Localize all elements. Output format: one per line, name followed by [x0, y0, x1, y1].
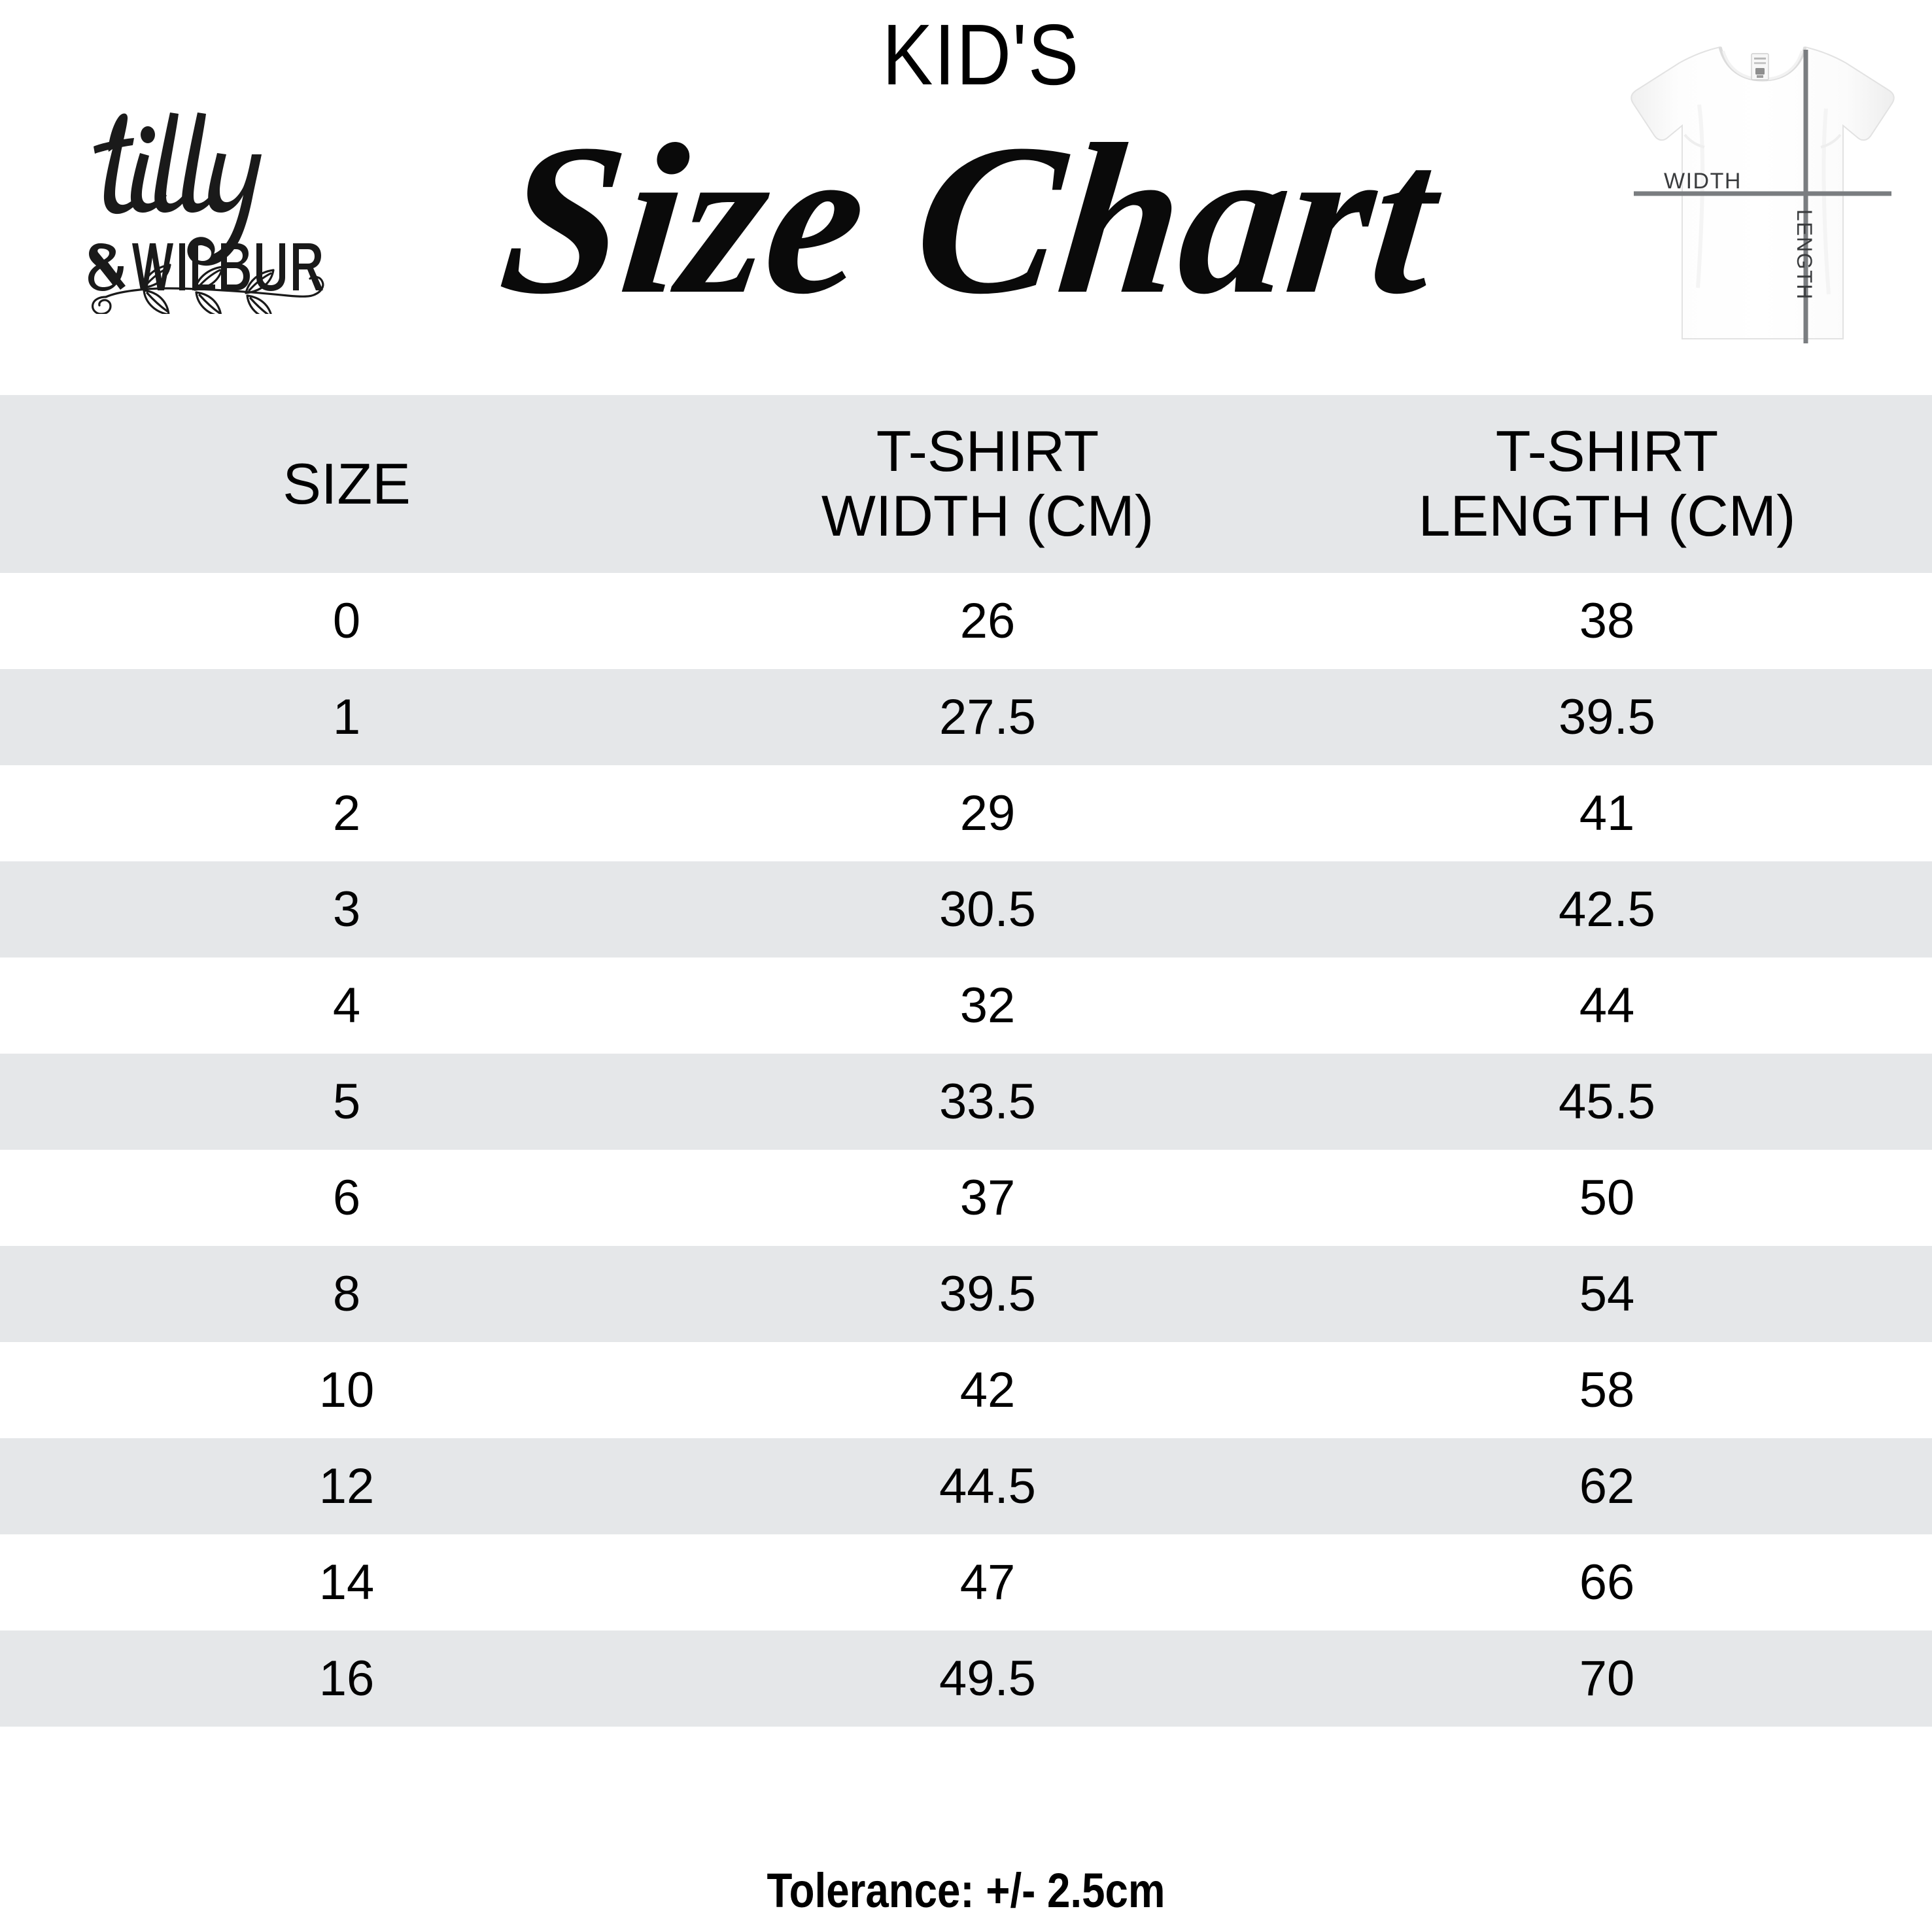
title-block: KID'S Size Chart	[392, 0, 1570, 366]
cell-size: 16	[319, 1650, 375, 1706]
table-row: 16 49.5 70	[0, 1630, 1932, 1727]
cell-width: 30.5	[939, 881, 1036, 937]
column-header-length: T-SHIRT LENGTH (CM)	[1418, 419, 1796, 548]
tshirt-diagram: WIDTH LENGTH	[1622, 13, 1903, 347]
cell-size: 10	[319, 1362, 375, 1418]
size-chart-table: SIZE T-SHIRT WIDTH (CM) T-SHIRT LENGTH (…	[0, 395, 1932, 1727]
table-row: 8 39.5 54	[0, 1246, 1932, 1342]
page-title-text: Size Chart	[491, 102, 1453, 339]
neck-label-icon	[1751, 53, 1769, 80]
cell-length: 44	[1579, 977, 1635, 1033]
table-row: 10 42 58	[0, 1342, 1932, 1438]
page-eyebrow: KID'S	[882, 7, 1080, 103]
cell-length: 39.5	[1559, 689, 1655, 745]
table-header: SIZE T-SHIRT WIDTH (CM) T-SHIRT LENGTH (…	[0, 395, 1932, 573]
cell-width: 33.5	[939, 1073, 1036, 1130]
cell-size: 12	[319, 1458, 375, 1514]
measurement-lines	[1634, 50, 1891, 343]
cell-width: 39.5	[939, 1266, 1036, 1322]
cell-size: 4	[332, 977, 361, 1033]
leaf-branch-ornament	[92, 264, 324, 314]
cell-length: 41	[1579, 785, 1635, 841]
cell-width: 42	[959, 1362, 1016, 1418]
cell-width: 37	[959, 1169, 1016, 1226]
table-row: 3 30.5 42.5	[0, 861, 1932, 957]
cell-length: 38	[1579, 593, 1635, 649]
cell-width: 47	[959, 1554, 1016, 1610]
cell-size: 8	[332, 1266, 361, 1322]
cell-size: 3	[332, 881, 361, 937]
table-row: 4 32 44	[0, 957, 1932, 1054]
chart-header: KID'S Size Chart	[0, 0, 1932, 392]
cell-length: 70	[1579, 1650, 1635, 1706]
cell-width: 32	[959, 977, 1016, 1033]
cell-width: 44.5	[939, 1458, 1036, 1514]
table-header-row: SIZE T-SHIRT WIDTH (CM) T-SHIRT LENGTH (…	[0, 395, 1932, 573]
cell-size: 2	[332, 785, 361, 841]
cell-width: 27.5	[939, 689, 1036, 745]
cell-size: 5	[332, 1073, 361, 1130]
cell-size: 14	[319, 1554, 375, 1610]
table-row: 5 33.5 45.5	[0, 1054, 1932, 1150]
cell-length: 42.5	[1559, 881, 1655, 937]
cell-size: 0	[332, 593, 361, 649]
column-header-width: T-SHIRT WIDTH (CM)	[821, 419, 1154, 548]
table-row: 14 47 66	[0, 1534, 1932, 1630]
table-body: 0 26 38 1 27.5 39.5 2 29 41 3 30.5 42.5 …	[0, 573, 1932, 1727]
table-row: 2 29 41	[0, 765, 1932, 861]
cell-width: 29	[959, 785, 1016, 841]
table-row: 12 44.5 62	[0, 1438, 1932, 1534]
cell-length: 66	[1579, 1554, 1635, 1610]
page-title: Size Chart	[392, 102, 1570, 351]
cell-length: 54	[1579, 1266, 1635, 1322]
table-row: 1 27.5 39.5	[0, 669, 1932, 765]
cell-length: 58	[1579, 1362, 1635, 1418]
brand-subtitle-wilbur	[88, 243, 323, 291]
tolerance-note: Tolerance: +/- 2.5cm	[767, 1863, 1165, 1918]
brand-logo	[72, 78, 347, 314]
table-row: 6 37 50	[0, 1150, 1932, 1246]
cell-width: 49.5	[939, 1650, 1036, 1706]
width-label: WIDTH	[1664, 169, 1742, 194]
brand-script-tilly	[94, 112, 262, 266]
length-label: LENGTH	[1793, 209, 1816, 300]
cell-size: 6	[332, 1169, 361, 1226]
cell-length: 45.5	[1559, 1073, 1655, 1130]
column-header-size: SIZE	[283, 451, 411, 516]
cell-width: 26	[959, 593, 1016, 649]
cell-length: 50	[1579, 1169, 1635, 1226]
cell-size: 1	[332, 689, 361, 745]
cell-length: 62	[1579, 1458, 1635, 1514]
table-row: 0 26 38	[0, 573, 1932, 669]
